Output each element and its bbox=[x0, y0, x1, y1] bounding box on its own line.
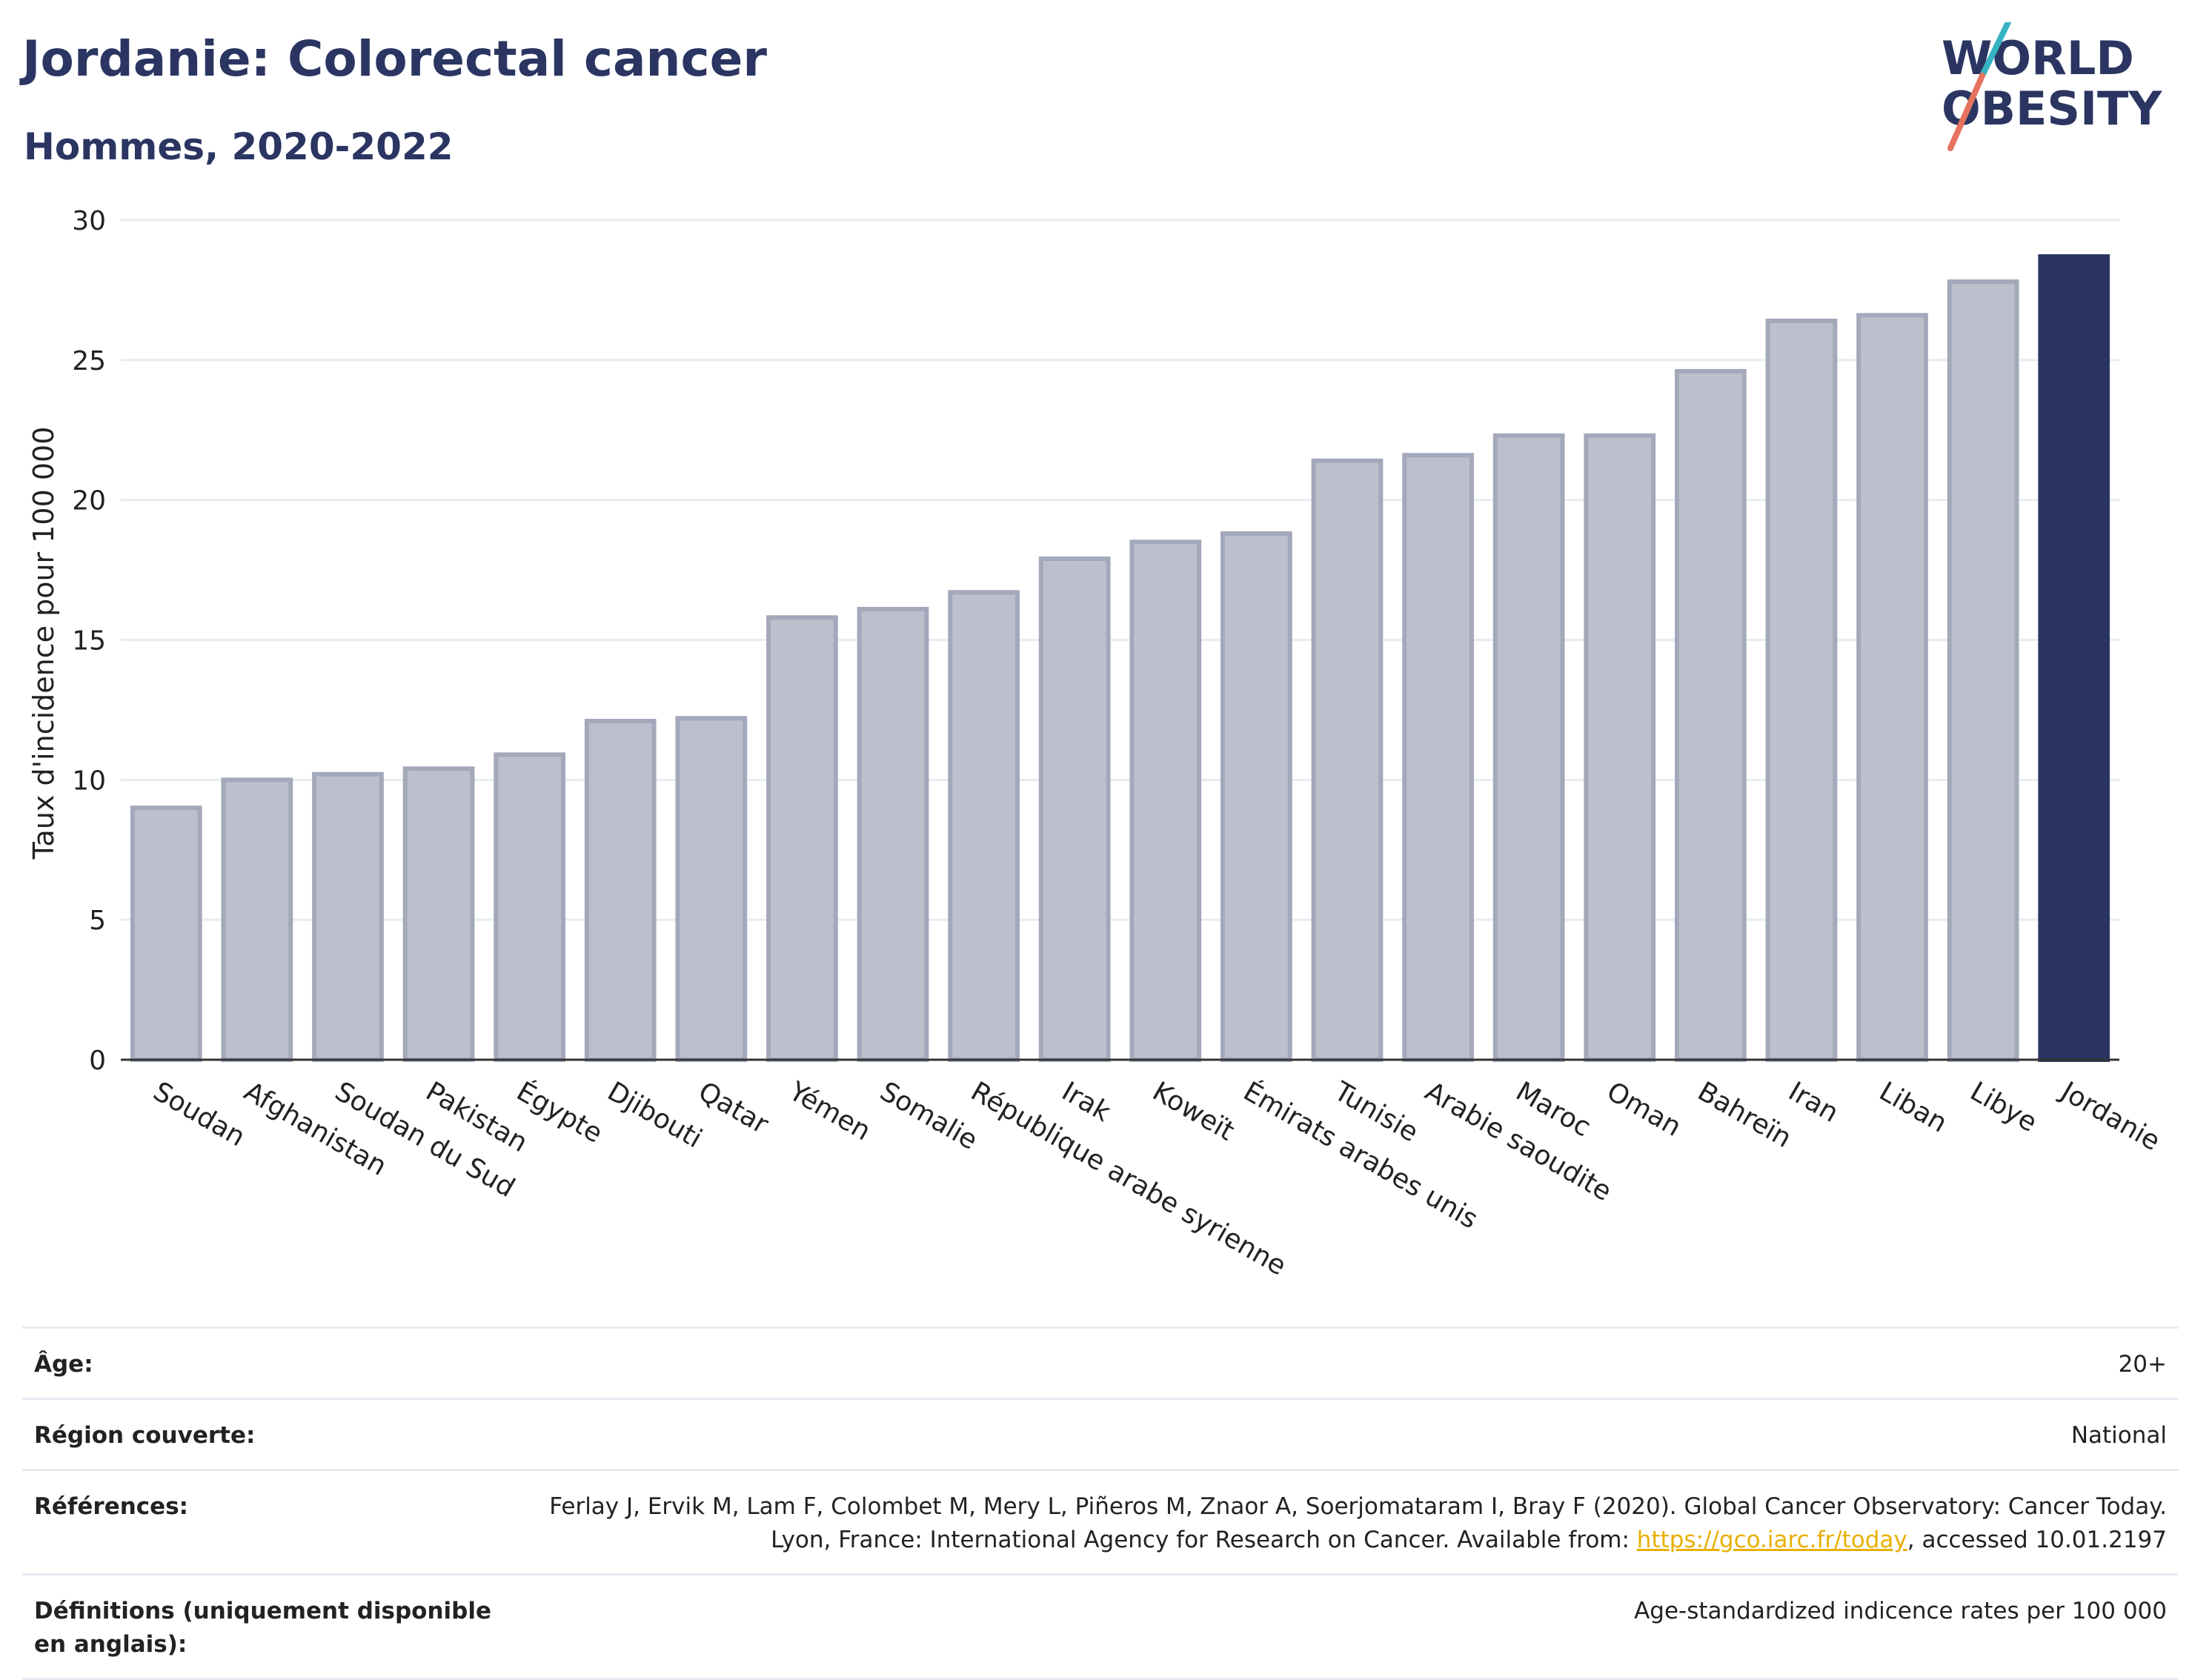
bars bbox=[130, 254, 2110, 1063]
x-tick-label: Soudan bbox=[148, 1076, 250, 1152]
bar-soudan bbox=[130, 806, 202, 1062]
info-table: Âge: 20+ Région couverte: National Référ… bbox=[22, 1327, 2179, 1680]
info-value: 20+ bbox=[2118, 1351, 2167, 1378]
y-tick-label: 10 bbox=[72, 766, 106, 796]
bar-pakistan bbox=[402, 766, 475, 1063]
x-tick-label: Somalie bbox=[875, 1076, 983, 1156]
bar-maroc bbox=[1492, 433, 1565, 1062]
bar-qatar bbox=[675, 716, 748, 1062]
bar-république-arabe-syrienne bbox=[948, 590, 1020, 1062]
bar-irak bbox=[1038, 556, 1111, 1062]
info-value: National bbox=[2070, 1421, 2167, 1449]
bar-émirats-arabes-unis bbox=[1220, 531, 1292, 1062]
x-tick-label: Oman bbox=[1601, 1076, 1686, 1143]
x-tick-label: Djibouti bbox=[602, 1076, 707, 1154]
bar-libye bbox=[1947, 279, 2019, 1062]
bar-soudan-du-sud bbox=[312, 771, 384, 1063]
info-value: Age-standardized indicence rates per 100… bbox=[1634, 1597, 2167, 1624]
y-tick-label: 15 bbox=[72, 626, 106, 657]
y-axis-ticks: 0 5 10 15 20 25 30 bbox=[72, 206, 106, 1076]
info-label: Région couverte: bbox=[34, 1421, 256, 1449]
info-row-age: Âge: 20+ bbox=[22, 1327, 2179, 1398]
bar-djibouti bbox=[584, 719, 657, 1062]
bar-bahreïn bbox=[1674, 368, 1747, 1062]
x-tick-label: Bahreïn bbox=[1693, 1076, 1796, 1154]
bar-oman bbox=[1584, 433, 1656, 1062]
bar-yémen bbox=[766, 615, 838, 1062]
info-row-definitions: Définitions (uniquement disponible en an… bbox=[22, 1573, 2179, 1680]
x-tick-label: Koweït bbox=[1147, 1076, 1239, 1146]
y-axis-label: Taux d'incidence pour 100 000 bbox=[27, 427, 60, 860]
reference-text: Ferlay J, Ervik M, Lam F, Colombet M, Me… bbox=[549, 1493, 2167, 1553]
y-tick-label: 30 bbox=[72, 206, 106, 236]
info-label: Références: bbox=[34, 1493, 189, 1520]
info-row-region: Région couverte: National bbox=[22, 1397, 2179, 1469]
bar-somalie bbox=[857, 606, 929, 1062]
y-tick-label: 5 bbox=[89, 906, 106, 936]
bar-koweït bbox=[1129, 539, 1202, 1062]
x-tick-label: Jordanie bbox=[2054, 1075, 2165, 1157]
chart-title: Jordanie: Colorectal cancer bbox=[22, 30, 767, 87]
info-value: Ferlay J, Ervik M, Lam F, Colombet M, Me… bbox=[537, 1490, 2167, 1557]
info-label: Définitions (uniquement disponible en an… bbox=[34, 1597, 492, 1658]
y-tick-label: 0 bbox=[89, 1046, 106, 1076]
bar-liban bbox=[1856, 313, 1928, 1062]
info-row-references: Références: Ferlay J, Ervik M, Lam F, Co… bbox=[22, 1468, 2179, 1573]
x-tick-label: Libye bbox=[1965, 1076, 2042, 1138]
chart-subtitle: Hommes, 2020-2022 bbox=[24, 125, 454, 168]
y-tick-label: 25 bbox=[72, 346, 106, 376]
x-tick-label: Irak bbox=[1057, 1076, 1116, 1128]
bar-tunisie bbox=[1311, 458, 1384, 1062]
reference-link[interactable]: https://gco.iarc.fr/today bbox=[1636, 1526, 1907, 1553]
svg-text:WORLD: WORLD bbox=[1942, 31, 2134, 85]
x-tick-label: Iran bbox=[1783, 1076, 1843, 1129]
bar-iran bbox=[1765, 318, 1838, 1062]
reference-accessed: , accessed 10.01.2197 bbox=[1907, 1526, 2167, 1553]
bar-égypte bbox=[494, 752, 566, 1062]
info-label: Âge: bbox=[34, 1351, 93, 1378]
bar-arabie-saoudite bbox=[1402, 453, 1474, 1062]
x-tick-label: Liban bbox=[1874, 1076, 1952, 1138]
world-obesity-logo: WORLD OBESITY bbox=[1942, 22, 2162, 151]
x-tick-label: Yémen bbox=[783, 1076, 876, 1147]
bar-jordanie bbox=[2038, 254, 2110, 1062]
x-tick-label: République arabe syrienne bbox=[966, 1076, 1291, 1281]
bar-afghanistan bbox=[221, 777, 293, 1063]
y-tick-label: 20 bbox=[72, 486, 106, 517]
